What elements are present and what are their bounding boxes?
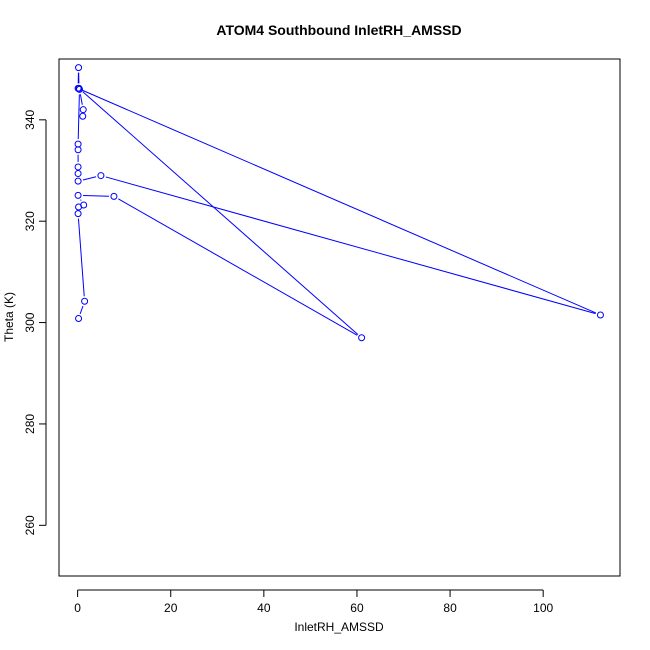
x-tick-label: 80 [443, 601, 457, 615]
data-point [596, 311, 604, 319]
data-point [97, 172, 105, 180]
y-tick-label: 280 [23, 414, 37, 434]
series-segment [77, 218, 85, 297]
data-point [74, 177, 82, 185]
x-tick-label: 0 [74, 601, 81, 615]
data-point [75, 64, 83, 72]
data-point [75, 315, 83, 323]
x-tick-label: 40 [257, 601, 271, 615]
y-tick-label: 260 [23, 515, 37, 535]
chart-title: ATOM4 Southbound InletRH_AMSSD [216, 22, 461, 38]
series-segment [118, 198, 358, 336]
y-axis: 260 280 300 320 340 [23, 109, 47, 535]
data-point [80, 201, 88, 209]
series-segment [79, 305, 84, 314]
x-axis-label: InletRH_AMSSD [294, 620, 384, 634]
data-point [74, 210, 82, 218]
series-segment [83, 194, 109, 197]
data-point [74, 84, 82, 92]
y-tick-label: 320 [23, 211, 37, 231]
series-segment [82, 176, 97, 181]
data-point [110, 192, 118, 200]
x-tick-label: 60 [350, 601, 364, 615]
series-segment [80, 199, 82, 201]
series-segment [82, 91, 359, 335]
y-tick-label: 300 [23, 312, 37, 332]
y-axis-label: Theta (K) [2, 292, 16, 342]
plot-frame [58, 58, 621, 577]
data-point [358, 334, 366, 342]
data-point [74, 170, 82, 178]
data-point [74, 163, 82, 171]
data-point [81, 297, 89, 305]
data-series [74, 64, 604, 342]
data-point [74, 191, 82, 199]
x-tick-label: 100 [533, 601, 553, 615]
x-tick-label: 20 [164, 601, 178, 615]
series-segment [82, 89, 597, 314]
series-segment [77, 94, 80, 140]
data-point [75, 85, 83, 93]
data-point [79, 106, 87, 114]
data-point [74, 140, 82, 148]
x-axis: 0 20 40 60 80 100 [74, 589, 554, 615]
series-segment [79, 94, 83, 105]
data-point [79, 112, 87, 120]
y-tick-label: 340 [23, 109, 37, 129]
series-segment [105, 176, 596, 315]
